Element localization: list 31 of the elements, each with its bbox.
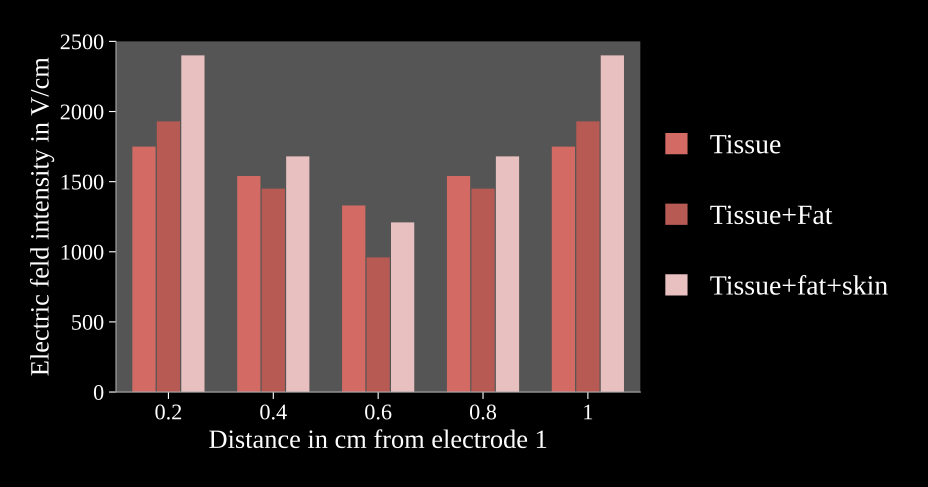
legend-label: Tissue (710, 134, 780, 154)
y-axis-title: Electric feld intensity in V/cm (30, 58, 54, 376)
bar (471, 188, 495, 392)
y-tick-label: 2000 (60, 104, 104, 120)
bar (366, 257, 390, 392)
y-tick-label: 1500 (62, 174, 104, 190)
bar (552, 146, 576, 392)
bar (446, 176, 470, 392)
bar (576, 121, 600, 392)
x-tick-label: 1 (584, 404, 592, 420)
bar (262, 188, 285, 392)
x-axis-title: Distance in cm from electrode 1 (209, 429, 546, 448)
legend-label: Tissue+Fat (710, 206, 832, 224)
bar (237, 176, 260, 392)
bar (342, 205, 366, 392)
y-tick-label: 1000 (62, 244, 104, 260)
bar (286, 156, 310, 392)
x-tick-label: 0.8 (470, 404, 496, 420)
x-tick-label: 0.2 (155, 404, 182, 420)
y-tick-label: 0 (94, 384, 104, 400)
x-tick-label: 0.4 (260, 404, 287, 420)
bar (156, 121, 180, 392)
bar (600, 55, 624, 392)
bar (391, 222, 414, 392)
y-tick-label: 2500 (60, 34, 104, 50)
bar (496, 156, 520, 392)
y-tick-label: 500 (72, 314, 104, 330)
bar (181, 55, 205, 392)
x-tick-label: 0.6 (365, 404, 392, 420)
legend-label: Tissue+fat+skin (710, 274, 888, 295)
bar (132, 146, 156, 392)
